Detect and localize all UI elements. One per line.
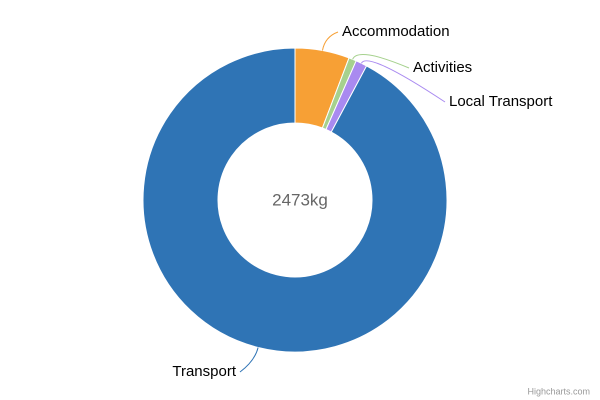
slice-label: Local Transport: [449, 93, 553, 110]
slice-label: Accommodation: [342, 23, 450, 40]
credits[interactable]: Highcharts.com: [527, 386, 590, 396]
slice-label: Activities: [413, 59, 472, 76]
connector: [360, 60, 446, 103]
connector: [239, 347, 259, 373]
center-label: 2473kg: [272, 190, 328, 209]
connector: [352, 54, 410, 69]
slice: [142, 47, 448, 353]
connector: [321, 31, 339, 51]
slice-label: Transport: [172, 363, 236, 380]
